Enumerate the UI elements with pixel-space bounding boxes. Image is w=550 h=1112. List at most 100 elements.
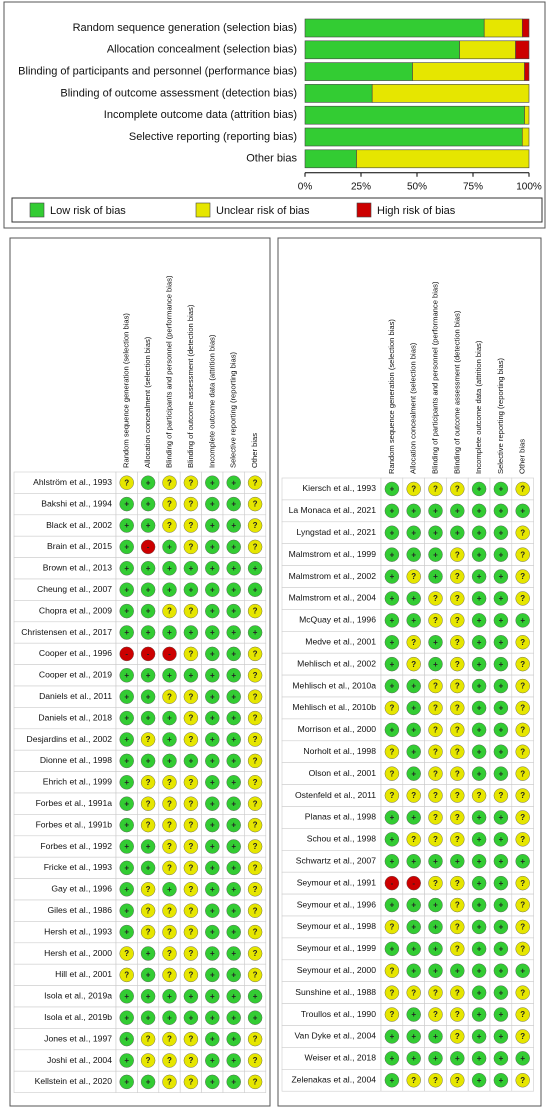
judgment-mark bbox=[183, 561, 199, 576]
judgment-mark bbox=[205, 839, 220, 854]
judgment-mark bbox=[406, 525, 421, 540]
judgment-mark bbox=[205, 561, 220, 576]
judgment-symbol: + bbox=[124, 1056, 129, 1065]
judgment-symbol: ? bbox=[520, 682, 525, 691]
judgment-symbol: + bbox=[146, 971, 151, 980]
judgment-mark bbox=[428, 941, 443, 957]
judgment-symbol: + bbox=[124, 564, 129, 573]
judgment-symbol: + bbox=[499, 485, 504, 494]
judgment-mark bbox=[493, 919, 509, 935]
judgment-symbol: ? bbox=[167, 778, 172, 787]
study-name: Seymour et al., 1991 bbox=[297, 877, 377, 887]
judgment-mark bbox=[515, 963, 530, 978]
judgment-mark bbox=[247, 924, 263, 940]
judgment-symbol: + bbox=[231, 650, 236, 659]
judgment-symbol: + bbox=[210, 585, 215, 594]
judgment-mark bbox=[428, 525, 443, 540]
judgment-symbol: + bbox=[433, 1054, 438, 1063]
judgment-symbol: + bbox=[411, 857, 416, 866]
domain-header: Random sequence generation (selection bi… bbox=[387, 319, 396, 474]
judgment-mark bbox=[493, 1029, 509, 1044]
judgment-mark bbox=[428, 810, 443, 825]
judgment-symbol: + bbox=[499, 901, 504, 910]
judgment-mark bbox=[162, 860, 177, 876]
domain-header: Blinding of outcome assessment (detectio… bbox=[186, 304, 195, 468]
judgment-symbol: + bbox=[390, 1032, 395, 1041]
judgment-mark bbox=[119, 839, 134, 854]
judgment-symbol: + bbox=[477, 660, 482, 669]
judgment-symbol: ? bbox=[520, 988, 525, 997]
judgment-mark bbox=[247, 710, 263, 726]
judgment-mark bbox=[450, 875, 465, 891]
judgment-symbol: + bbox=[477, 550, 482, 559]
judgment-mark bbox=[406, 744, 421, 759]
judgment-mark bbox=[406, 985, 421, 1000]
study-name: Desjardins et al., 2002 bbox=[26, 734, 112, 744]
judgment-mark bbox=[140, 689, 156, 704]
judgment-symbol: + bbox=[210, 714, 215, 723]
judgment-mark bbox=[162, 475, 177, 490]
study-name: Dionne et al., 1998 bbox=[40, 755, 112, 765]
judgment-symbol: + bbox=[231, 543, 236, 552]
judgment-mark bbox=[205, 625, 220, 640]
judgment-mark bbox=[493, 635, 509, 650]
judgment-symbol: ? bbox=[455, 1032, 460, 1041]
judgment-mark bbox=[515, 810, 530, 825]
judgment-mark bbox=[140, 582, 156, 597]
bar-segment bbox=[304, 105, 525, 125]
study-name: Lyngstad et al., 2021 bbox=[297, 527, 377, 537]
domain-header: Allocation concealment (selection bias) bbox=[409, 342, 418, 474]
judgment-mark bbox=[493, 481, 509, 497]
judgment-mark bbox=[493, 854, 509, 869]
judgment-symbol: + bbox=[146, 628, 151, 637]
judgment-symbol: + bbox=[520, 966, 525, 975]
category-label: Other bias bbox=[246, 153, 297, 165]
judgment-mark bbox=[428, 700, 443, 716]
judgment-symbol: + bbox=[499, 966, 504, 975]
judgment-mark bbox=[428, 481, 443, 497]
judgment-symbol: + bbox=[231, 885, 236, 894]
judgment-symbol: + bbox=[499, 704, 504, 713]
judgment-symbol: ? bbox=[188, 971, 193, 980]
judgment-symbol: ? bbox=[253, 864, 258, 873]
judgment-symbol: ? bbox=[520, 550, 525, 559]
judgment-symbol: + bbox=[189, 671, 194, 680]
judgment-mark bbox=[205, 689, 220, 704]
judgment-symbol: ? bbox=[146, 778, 151, 787]
judgment-symbol: + bbox=[231, 971, 236, 980]
judgment-mark bbox=[226, 561, 241, 576]
judgment-mark bbox=[119, 582, 134, 597]
category-label: Blinding of participants and personnel (… bbox=[18, 66, 297, 78]
judgment-symbol: ? bbox=[167, 971, 172, 980]
judgment-symbol: - bbox=[412, 879, 415, 888]
judgment-symbol: ? bbox=[455, 485, 460, 494]
judgment-mark bbox=[515, 700, 530, 716]
judgment-mark bbox=[140, 646, 156, 662]
judgment-symbol: + bbox=[231, 1035, 236, 1044]
judgment-mark bbox=[493, 613, 509, 628]
judgment-symbol: ? bbox=[433, 704, 438, 713]
judgment-mark bbox=[119, 1010, 134, 1025]
judgment-mark bbox=[247, 753, 263, 769]
judgment-symbol: ? bbox=[455, 901, 460, 910]
judgment-symbol: + bbox=[411, 725, 416, 734]
judgment-symbol: + bbox=[124, 821, 129, 830]
judgment-symbol: + bbox=[390, 660, 395, 669]
judgment-symbol: + bbox=[210, 521, 215, 530]
judgment-symbol: + bbox=[124, 1078, 129, 1087]
judgment-symbol: ? bbox=[455, 725, 460, 734]
judgment-mark bbox=[205, 1031, 220, 1047]
judgment-symbol: + bbox=[390, 506, 395, 515]
judgment-mark bbox=[162, 839, 177, 854]
judgment-symbol: ? bbox=[433, 791, 438, 800]
judgment-mark bbox=[119, 689, 134, 704]
judgment-symbol: + bbox=[390, 813, 395, 822]
judgment-mark bbox=[384, 766, 400, 781]
study-name: Norholt et al., 1998 bbox=[303, 746, 376, 756]
judgment-symbol: ? bbox=[520, 1032, 525, 1041]
judgment-mark bbox=[205, 582, 220, 597]
judgment-mark bbox=[119, 946, 134, 961]
judgment-symbol: + bbox=[124, 521, 129, 530]
judgment-symbol: + bbox=[167, 564, 172, 573]
judgment-mark bbox=[428, 875, 443, 891]
